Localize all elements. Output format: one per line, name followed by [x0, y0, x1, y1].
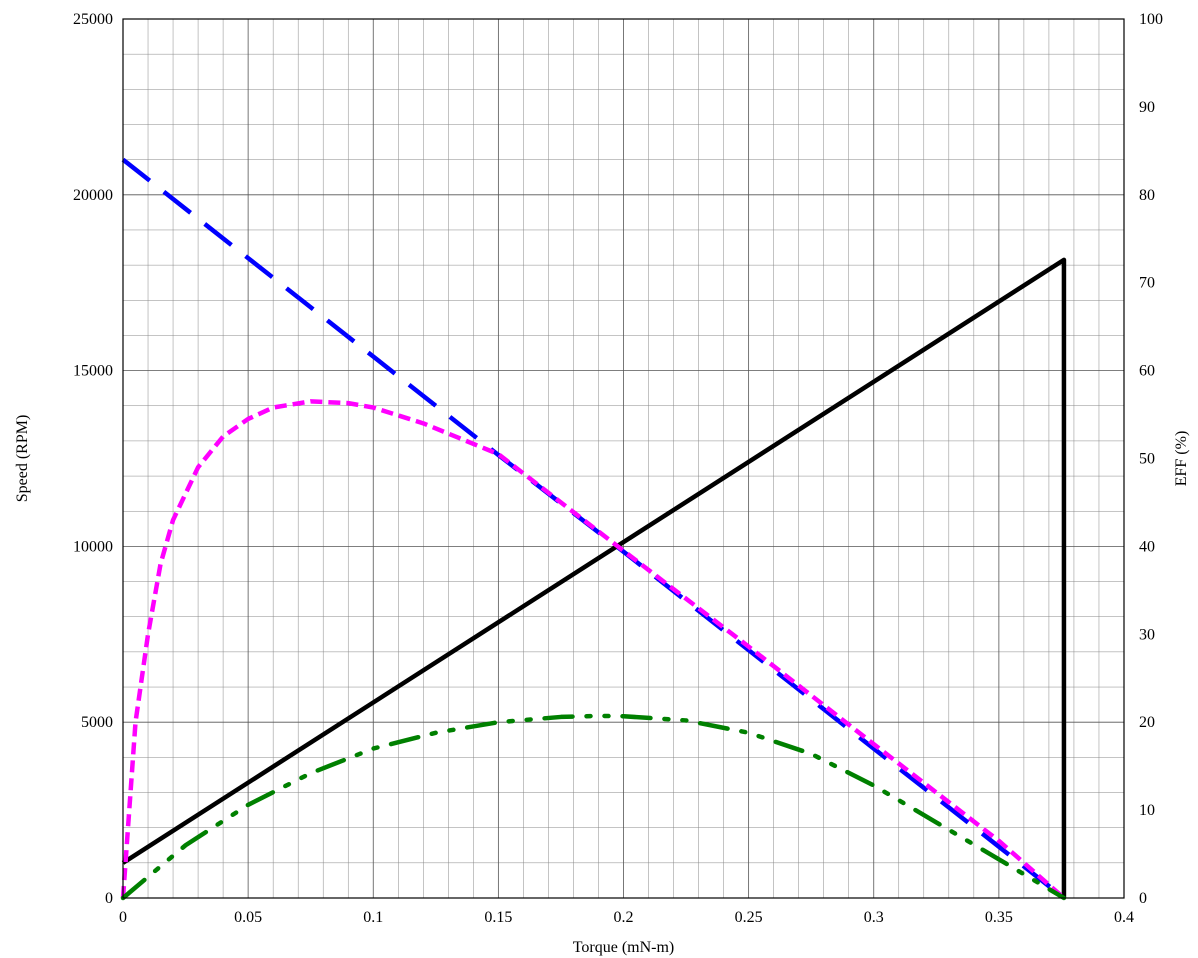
major-gridlines [123, 19, 1124, 898]
x-tick-label: 0.1 [363, 909, 383, 926]
y2-tick-label: 60 [1139, 363, 1155, 380]
x-tick-label: 0.25 [735, 909, 763, 926]
output-power-curve [120, 713, 1067, 901]
x-tick-label: 0.3 [864, 909, 884, 926]
minor-gridlines [123, 19, 1124, 898]
y2-tick-label: 80 [1139, 187, 1155, 204]
x-tick-label: 0.15 [484, 909, 512, 926]
x-tick-label: 0.35 [985, 909, 1013, 926]
x-tick-label: 0 [119, 909, 127, 926]
x-tick-label: 0.4 [1114, 909, 1134, 926]
y2-tick-label: 20 [1139, 714, 1155, 731]
y2-tick-label: 70 [1139, 275, 1155, 292]
x-tick-label: 0.05 [234, 909, 262, 926]
series-layer [120, 157, 1067, 901]
y2-tick-label: 30 [1139, 626, 1155, 643]
y2-tick-label: 90 [1139, 99, 1155, 116]
y2-tick-label: 0 [1139, 890, 1147, 907]
current-line [121, 257, 1067, 898]
y2-tick-label: 10 [1139, 802, 1155, 819]
x-axis-label: Torque (mN-m) [573, 939, 675, 956]
efficiency-curve [120, 399, 1066, 900]
y-tick-label: 10000 [73, 538, 113, 555]
y-tick-label: 5000 [81, 714, 113, 731]
y2-tick-label: 50 [1139, 451, 1155, 468]
y2-axis-label: EFF (%) [1173, 431, 1190, 487]
plot-frame [122, 18, 1125, 899]
y-tick-label: 20000 [73, 187, 113, 204]
y-tick-label: 25000 [73, 11, 113, 28]
x-tick-labels: 0 0.05 0.1 0.15 0.2 0.25 0.3 0.35 0.4 [119, 909, 1134, 926]
y2-tick-labels: 0 10 20 30 40 50 60 70 80 90 100 [1139, 11, 1163, 907]
y2-tick-label: 100 [1139, 11, 1163, 28]
y-tick-label: 0 [105, 890, 113, 907]
y2-tick-label: 40 [1139, 538, 1155, 555]
y-axis-label: Speed (RPM) [14, 415, 31, 503]
x-tick-label: 0.2 [614, 909, 634, 926]
y-tick-labels: 0 5000 10000 15000 20000 25000 [73, 11, 113, 907]
speed-line [121, 157, 1066, 900]
y-tick-label: 15000 [73, 363, 113, 380]
